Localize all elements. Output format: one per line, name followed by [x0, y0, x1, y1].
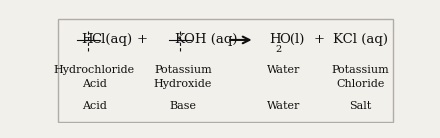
Text: Hydrochloride: Hydrochloride — [54, 65, 135, 75]
Text: Hydroxide: Hydroxide — [154, 79, 212, 88]
Text: Acid: Acid — [82, 79, 106, 88]
Text: Acid: Acid — [82, 101, 106, 111]
Text: +: + — [314, 33, 325, 47]
Text: OH (aq): OH (aq) — [183, 33, 237, 47]
Text: Water: Water — [267, 101, 300, 111]
Text: Potassium: Potassium — [154, 65, 212, 75]
FancyBboxPatch shape — [59, 19, 392, 122]
Text: Chloride: Chloride — [336, 79, 385, 88]
Text: Water: Water — [267, 65, 300, 75]
Text: +: + — [136, 33, 147, 47]
Text: H: H — [81, 33, 92, 47]
Text: K: K — [175, 33, 185, 47]
Text: Cl(aq): Cl(aq) — [92, 33, 132, 47]
Text: Base: Base — [169, 101, 196, 111]
Text: KCl (aq): KCl (aq) — [333, 33, 388, 47]
Text: Salt: Salt — [349, 101, 371, 111]
Text: Potassium: Potassium — [331, 65, 389, 75]
Text: 2: 2 — [275, 45, 281, 54]
Text: H: H — [269, 33, 281, 47]
Text: O(l): O(l) — [279, 33, 305, 47]
